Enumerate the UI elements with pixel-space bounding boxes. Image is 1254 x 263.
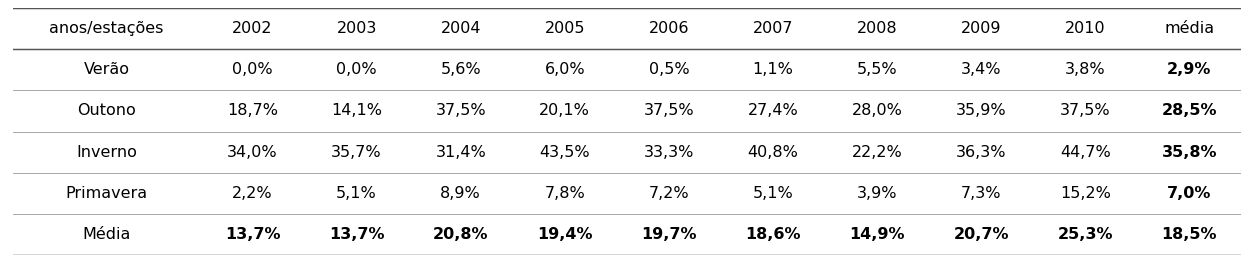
Text: 19,7%: 19,7% (641, 227, 697, 242)
Text: 7,2%: 7,2% (648, 186, 690, 201)
Text: 18,5%: 18,5% (1161, 227, 1218, 242)
Text: Primavera: Primavera (65, 186, 148, 201)
Text: 2009: 2009 (961, 21, 1002, 36)
Text: 2,9%: 2,9% (1167, 62, 1211, 77)
Text: anos/estações: anos/estações (49, 21, 164, 36)
Text: 7,8%: 7,8% (544, 186, 586, 201)
Text: 14,1%: 14,1% (331, 103, 382, 118)
Text: 14,9%: 14,9% (849, 227, 905, 242)
Text: 3,8%: 3,8% (1065, 62, 1106, 77)
Text: 5,6%: 5,6% (440, 62, 482, 77)
Text: 1,1%: 1,1% (752, 62, 794, 77)
Text: 7,3%: 7,3% (961, 186, 1002, 201)
Text: Verão: Verão (84, 62, 129, 77)
Text: 2002: 2002 (232, 21, 272, 36)
Text: 2003: 2003 (336, 21, 376, 36)
Text: 28,0%: 28,0% (851, 103, 903, 118)
Text: Média: Média (83, 227, 130, 242)
Text: média: média (1165, 21, 1214, 36)
Text: 19,4%: 19,4% (537, 227, 593, 242)
Text: 2005: 2005 (544, 21, 586, 36)
Text: 34,0%: 34,0% (227, 145, 278, 160)
Text: 27,4%: 27,4% (747, 103, 799, 118)
Text: 7,0%: 7,0% (1167, 186, 1211, 201)
Text: 5,1%: 5,1% (336, 186, 377, 201)
Text: 0,0%: 0,0% (336, 62, 377, 77)
Text: Inverno: Inverno (76, 145, 137, 160)
Text: 25,3%: 25,3% (1057, 227, 1114, 242)
Text: 35,7%: 35,7% (331, 145, 382, 160)
Text: 37,5%: 37,5% (1060, 103, 1111, 118)
Text: 2,2%: 2,2% (232, 186, 273, 201)
Text: 37,5%: 37,5% (435, 103, 487, 118)
Text: Outono: Outono (76, 103, 135, 118)
Text: 18,6%: 18,6% (745, 227, 801, 242)
Text: 20,1%: 20,1% (539, 103, 591, 118)
Text: 3,9%: 3,9% (856, 186, 898, 201)
Text: 2008: 2008 (856, 21, 898, 36)
Text: 44,7%: 44,7% (1060, 145, 1111, 160)
Text: 36,3%: 36,3% (956, 145, 1007, 160)
Text: 22,2%: 22,2% (851, 145, 903, 160)
Text: 37,5%: 37,5% (643, 103, 695, 118)
Text: 3,4%: 3,4% (961, 62, 1002, 77)
Text: 33,3%: 33,3% (643, 145, 693, 160)
Text: 31,4%: 31,4% (435, 145, 487, 160)
Text: 5,5%: 5,5% (856, 62, 898, 77)
Text: 35,8%: 35,8% (1161, 145, 1218, 160)
Text: 15,2%: 15,2% (1060, 186, 1111, 201)
Text: 8,9%: 8,9% (440, 186, 482, 201)
Text: 20,8%: 20,8% (433, 227, 489, 242)
Text: 5,1%: 5,1% (752, 186, 794, 201)
Text: 0,0%: 0,0% (232, 62, 273, 77)
Text: 2010: 2010 (1065, 21, 1106, 36)
Text: 35,9%: 35,9% (956, 103, 1007, 118)
Text: 2007: 2007 (752, 21, 794, 36)
Text: 2006: 2006 (648, 21, 690, 36)
Text: 0,5%: 0,5% (648, 62, 690, 77)
Text: 20,7%: 20,7% (953, 227, 1009, 242)
Text: 13,7%: 13,7% (224, 227, 280, 242)
Text: 28,5%: 28,5% (1161, 103, 1218, 118)
Text: 13,7%: 13,7% (329, 227, 384, 242)
Text: 43,5%: 43,5% (539, 145, 591, 160)
Text: 18,7%: 18,7% (227, 103, 278, 118)
Text: 2004: 2004 (440, 21, 482, 36)
Text: 6,0%: 6,0% (544, 62, 586, 77)
Text: 40,8%: 40,8% (747, 145, 799, 160)
